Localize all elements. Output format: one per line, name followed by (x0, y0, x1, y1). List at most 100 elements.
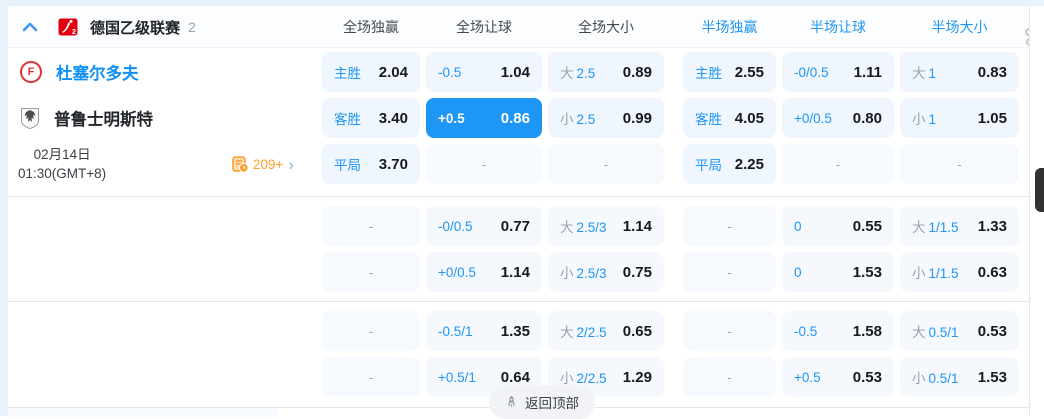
odds-cell[interactable]: 主胜 2.55 (683, 52, 776, 92)
odds-value: 1.58 (852, 322, 882, 340)
empty-dash: - (481, 156, 487, 172)
odds-cell[interactable]: 小 2.5 0.99 (548, 98, 664, 138)
odds-cell[interactable]: 平局 2.25 (683, 144, 776, 184)
markets-list-icon (232, 155, 249, 173)
handicap-line: 1 (928, 112, 937, 127)
odds-cell[interactable]: 小 1/1.5 0.63 (900, 252, 1019, 292)
odds-value: 1.33 (977, 217, 1007, 235)
handicap-line: 1/1.5 (928, 220, 959, 235)
odds-label: 客胜 (334, 112, 361, 127)
odds-cell-empty: - (322, 357, 420, 397)
odds-cell[interactable]: 大 0.5/1 0.53 (900, 311, 1019, 351)
match-date: 02月14日 (33, 147, 91, 162)
match-info-row: 02月14日 01:30(GMT+8) 209+ › (8, 144, 316, 184)
ou-side-label: 小 (912, 112, 926, 127)
column-header-half-overunder: 半场大小 (931, 19, 988, 35)
match-time: 01:30(GMT+8) (18, 166, 107, 181)
odds-cell[interactable]: 小 2/2.5 1.29 (548, 357, 664, 397)
ou-side-label: 小 (560, 371, 574, 386)
odds-cell-empty: - (683, 311, 776, 351)
away-team-row[interactable]: 普鲁士明斯特 (8, 98, 316, 138)
odds-cell[interactable]: 大 2.5 0.89 (548, 52, 664, 92)
odds-cell[interactable]: 客胜 3.40 (322, 98, 420, 138)
home-team-name[interactable]: 杜塞尔多夫 (56, 65, 139, 83)
odds-cell[interactable]: 大 2/2.5 0.65 (548, 311, 664, 351)
away-team-name[interactable]: 普鲁士明斯特 (54, 111, 153, 129)
scrollbar-thumb[interactable] (1035, 168, 1044, 212)
odds-cell-empty: - (683, 357, 776, 397)
odds-cell[interactable]: 平局 3.70 (322, 144, 420, 184)
home-badge-letter: F (27, 66, 35, 78)
odds-cell[interactable]: 大 1/1.5 1.33 (900, 206, 1019, 246)
odds-value: 0.86 (500, 109, 530, 127)
column-header-full-win: 全场独赢 (343, 19, 399, 35)
odds-cell[interactable]: -0/0.5 1.11 (782, 52, 894, 92)
odds-cell-empty: - (322, 206, 420, 246)
odds-cell[interactable]: 小 0.5/1 1.53 (900, 357, 1019, 397)
odds-cell[interactable]: +0/0.5 0.80 (782, 98, 894, 138)
odds-cell[interactable]: +0.5 0.53 (782, 357, 894, 397)
odds-cell[interactable]: 大 1 0.83 (900, 52, 1019, 92)
odds-cell[interactable]: -0/0.5 0.77 (426, 206, 542, 246)
odds-cell[interactable]: +0/0.5 1.14 (426, 252, 542, 292)
handicap-line: 2.5/3 (576, 266, 607, 281)
odds-cell[interactable]: +0.5 0.86 (426, 98, 542, 138)
odds-value: 4.05 (734, 109, 764, 127)
odds-cell[interactable]: 大 2.5/3 1.14 (548, 206, 664, 246)
odds-label: -0/0.5 (794, 64, 829, 80)
odds-cell[interactable]: 主胜 2.04 (322, 52, 420, 92)
odds-header-row: 2 德国乙级联赛 2 全场独赢 全场让球 全场大小 半场独赢 半场让球 半场大小 (8, 6, 1029, 48)
empty-dash: - (603, 156, 609, 172)
empty-dash: - (727, 218, 732, 234)
odds-cell[interactable]: 0 1.53 (782, 252, 894, 292)
odds-label: +0.5 (438, 110, 465, 126)
odds-value: 1.04 (500, 63, 530, 81)
collapse-chevron-up-icon[interactable] (22, 22, 38, 32)
odds-value: 2.25 (734, 155, 764, 173)
away-team-logo (20, 107, 40, 129)
markets-count[interactable]: 209+ (252, 156, 284, 172)
column-header-half-win: 半场独赢 (701, 19, 758, 35)
odds-value: 0.64 (500, 368, 530, 386)
odds-value: 1.05 (977, 109, 1007, 127)
ou-side-label: 小 (912, 266, 926, 281)
match-datetime: 02月14日 01:30(GMT+8) (18, 145, 106, 183)
odds-value: 0.80 (852, 109, 882, 127)
empty-dash: - (368, 264, 374, 280)
odds-cell[interactable]: 客胜 4.05 (683, 98, 776, 138)
odds-label: 平局 (695, 158, 722, 173)
odds-label: 主胜 (334, 66, 361, 81)
odds-group-alt-2: - -0.5/1 1.35 大 2/2.5 0.65- -0.5 1.58 大 0.5/1 0.53… (8, 311, 1029, 397)
odds-cell[interactable]: -0.5/1 1.35 (426, 311, 542, 351)
odds-value: 2.55 (734, 63, 764, 81)
empty-dash: - (835, 156, 841, 172)
odds-value: 3.40 (378, 109, 408, 127)
league-match-count: 2 (188, 19, 196, 35)
more-markets-link[interactable]: 209+ › (232, 156, 294, 173)
odds-value: 0.77 (500, 217, 530, 235)
handicap-line: 1 (928, 66, 937, 81)
odds-value: 0.89 (622, 63, 652, 81)
odds-cell[interactable]: 小 2.5/3 0.75 (548, 252, 664, 292)
odds-cell[interactable]: -0.5 1.04 (426, 52, 542, 92)
odds-cell-empty: - (900, 144, 1019, 184)
page-background-strip-left (0, 0, 8, 416)
handicap-line: 2.5/3 (576, 220, 607, 235)
odds-cell-empty: - (548, 144, 664, 184)
odds-group-alt-1: - -0/0.5 0.77 大 2.5/3 1.14-0 0.55 大 1/1.5 1.33- +0… (8, 206, 1029, 292)
odds-cell[interactable]: 小 1 1.05 (900, 98, 1019, 138)
back-to-top-button[interactable]: 返回顶部 (489, 385, 595, 419)
ou-side-label: 小 (560, 112, 574, 127)
odds-value: 0.75 (622, 263, 652, 281)
empty-dash: - (727, 264, 732, 280)
odds-cell[interactable]: -0.5 1.58 (782, 311, 894, 351)
column-header-full-overunder: 全场大小 (578, 19, 634, 35)
odds-cell-empty: - (322, 252, 420, 292)
ou-side-label: 小 (560, 266, 574, 281)
odds-value: 0.83 (977, 63, 1007, 81)
home-team-row[interactable]: F 杜塞尔多夫 (8, 52, 316, 92)
odds-cell-empty: - (683, 206, 776, 246)
svg-text:2: 2 (72, 27, 76, 36)
odds-cell[interactable]: 0 0.55 (782, 206, 894, 246)
odds-group-main: F 杜塞尔多夫 普鲁士明斯特 02月14日 01:30(GMT+8) (8, 52, 1029, 184)
